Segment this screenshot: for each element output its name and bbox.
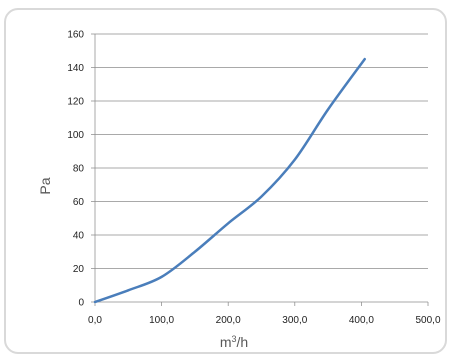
x-tick-label: 400,0 [349, 315, 374, 326]
gridlines [95, 33, 428, 269]
y-tick-label: 160 [67, 30, 84, 41]
axes [91, 33, 429, 306]
x-tick-label: 200,0 [216, 315, 241, 326]
x-tick-label: 0,0 [88, 315, 102, 326]
y-tick-label: 140 [67, 63, 84, 74]
y-tick-label: 40 [73, 231, 85, 242]
y-tick-label: 60 [73, 197, 85, 208]
y-axis-title: Pa [37, 177, 53, 194]
series-line [93, 57, 366, 304]
x-tick-label: 100,0 [149, 315, 174, 326]
x-tick-label: 300,0 [282, 315, 307, 326]
y-tick-label: 120 [67, 97, 84, 108]
series-layer [93, 57, 366, 304]
tick-labels: 0 20 40 60 80 100 120 140 160 0,0 100,0 200,0 300,0 4… [67, 30, 441, 327]
y-tick-label: 20 [73, 264, 85, 275]
x-tick-label: 500,0 [415, 315, 440, 326]
y-tick-label: 80 [73, 164, 85, 175]
chart-frame [4, 8, 447, 354]
y-tick-label: 100 [67, 130, 84, 141]
y-tick-label: 0 [78, 298, 84, 309]
x-axis-title: m3/h [220, 334, 248, 350]
